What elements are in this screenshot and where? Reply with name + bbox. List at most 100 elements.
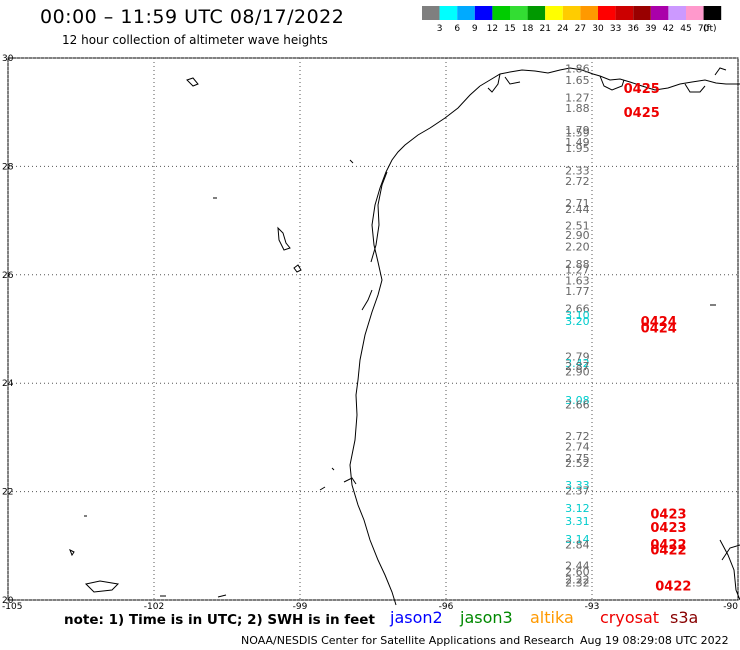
lon-tick-label: -96: [439, 602, 454, 612]
colorbar-tick-label: 42: [663, 24, 674, 34]
wave-height-label: 1.77: [565, 285, 590, 298]
wave-height-label: 2.37: [565, 484, 590, 497]
wave-height-label: 2.32: [565, 576, 590, 589]
colorbar-swatch: [633, 6, 651, 20]
wave-height-label: 3.10: [565, 309, 590, 322]
wave-height-label: 2.66: [565, 399, 590, 412]
colorbar-tick-label: 12: [487, 24, 498, 34]
map-title: 00:00 – 11:59 UTC 08/17/2022: [40, 6, 345, 28]
pass-time-label: 0422: [655, 579, 691, 594]
axis-labels: -105 -102 -99 -96 -93 -90 30 28 26 24 22 20: [2, 54, 738, 612]
wave-height-label: 2.72: [565, 430, 590, 443]
colorbar-swatch: [492, 6, 510, 20]
colorbar-tick-label: 45: [680, 24, 691, 34]
wave-height-label: 1.65: [565, 74, 590, 87]
wave-height-label: 1.86: [565, 63, 590, 76]
wave-height-label: 2.60: [565, 566, 590, 579]
lon-tick-label: -105: [2, 602, 22, 612]
colorbar-tick-label: 18: [522, 24, 534, 34]
lon-tick-label: -99: [293, 602, 308, 612]
footer-timestamp: Aug 19 08:29:08 UTC 2022: [580, 634, 729, 647]
colorbar-swatch: [598, 6, 616, 20]
coastline: [69, 67, 740, 606]
colorbar-swatch: [686, 6, 704, 20]
lat-tick-label: 24: [2, 379, 14, 389]
colorbar-swatch: [474, 6, 493, 20]
wave-height-label: 2.88: [565, 258, 590, 271]
wave-height-label: 1.63: [565, 275, 590, 288]
wave-height-label: 2.20: [565, 240, 590, 253]
pass-time-label: 0424: [641, 315, 677, 330]
lon-tick-label: -90: [723, 602, 738, 612]
colorbar-tick-label: 21: [539, 24, 550, 34]
map-subtitle: 12 hour collection of altimeter wave hei…: [62, 33, 328, 47]
wave-height-label: 2.90: [565, 366, 590, 379]
colorbar-swatch: [615, 6, 634, 20]
colorbar: 3 6 9 12 15 18 21 24 27 30 33 36 39 42 45 70: [422, 6, 722, 34]
lat-tick-label: 20: [2, 596, 14, 606]
lat-tick-label: 22: [2, 488, 13, 498]
wave-height-label: 1.27: [565, 91, 590, 104]
colorbar-tick-label: 3: [437, 24, 443, 34]
lat-tick-label: 30: [2, 54, 14, 64]
colorbar-swatch: [510, 6, 528, 20]
wave-height-label: 2.79: [565, 350, 590, 363]
wave-height-label: 2.87: [565, 360, 590, 373]
lat-tick-label: 28: [2, 162, 14, 172]
wave-height-label: 2.71: [565, 197, 590, 210]
pass-time-label: 0425: [624, 106, 660, 121]
wave-height-label: 3.42: [565, 357, 590, 370]
note-text: note: 1) Time is in UTC; 2) SWH is in fe…: [64, 612, 375, 628]
wave-height-label: 2.74: [565, 440, 590, 453]
pass-time-label: 0423: [650, 507, 686, 522]
colorbar-swatch: [580, 6, 598, 20]
pass-time-label: 0422: [650, 544, 686, 559]
colorbar-swatch: [562, 6, 581, 20]
wave-height-label: 1.95: [565, 142, 590, 155]
pass-time-label: 0423: [650, 521, 686, 536]
colorbar-swatch: [422, 6, 440, 20]
lat-tick-label: 26: [2, 271, 14, 281]
colorbar-tick-label: 30: [592, 24, 604, 34]
colorbar-swatch: [703, 6, 722, 20]
wave-height-label: 1.59: [565, 127, 590, 140]
wave-height-label: 3.14: [565, 533, 590, 546]
legend-jason2: jason2: [390, 608, 443, 627]
pass-time-label: 0424: [641, 321, 677, 336]
wave-height-label: 1.79: [565, 124, 590, 137]
wave-height-label: 1.27: [565, 264, 590, 277]
colorbar-tick-label: 15: [504, 24, 515, 34]
colorbar-tick-label: 36: [627, 24, 639, 34]
colorbar-tick-label: 9: [472, 24, 478, 34]
wave-height-label: 2.22: [565, 574, 590, 587]
legend-cryosat: cryosat: [600, 608, 660, 627]
wave-height-label: 1.49: [565, 136, 590, 149]
colorbar-tick-label: 33: [610, 24, 621, 34]
wave-height-label: 2.33: [565, 165, 590, 178]
colorbar-unit: (ft): [703, 24, 717, 34]
colorbar-tick-label: 6: [454, 24, 460, 34]
map-frame: [7, 57, 739, 601]
map-grid: [7, 57, 739, 601]
colorbar-swatch: [650, 6, 669, 20]
wave-height-label: 2.66: [565, 303, 590, 316]
wave-height-label: 2.44: [565, 560, 590, 573]
pass-time-label: 0422: [650, 538, 686, 553]
wave-height-label: 2.51: [565, 219, 590, 232]
wave-height-label: 2.44: [565, 203, 590, 216]
pass-time-label: 0425: [624, 82, 660, 97]
wave-height-label: 2.75: [565, 452, 590, 465]
colorbar-tick-label: 70: [698, 24, 710, 34]
legend-s3a: s3a: [670, 608, 699, 627]
wave-height-label: 3.33: [565, 479, 590, 492]
colorbar-swatch: [545, 6, 563, 20]
colorbar-tick-label: 39: [645, 24, 657, 34]
observation-labels: 1.861.651.271.881.791.591.491.952.332.72…: [565, 63, 590, 590]
wave-height-label: 2.90: [565, 229, 590, 242]
footer-credit: NOAA/NESDIS Center for Satellite Applica…: [241, 634, 575, 647]
colorbar-swatch: [457, 6, 475, 20]
colorbar-swatch: [439, 6, 458, 20]
legend-jason3: jason3: [460, 608, 513, 627]
colorbar-tick-label: 27: [575, 24, 586, 34]
